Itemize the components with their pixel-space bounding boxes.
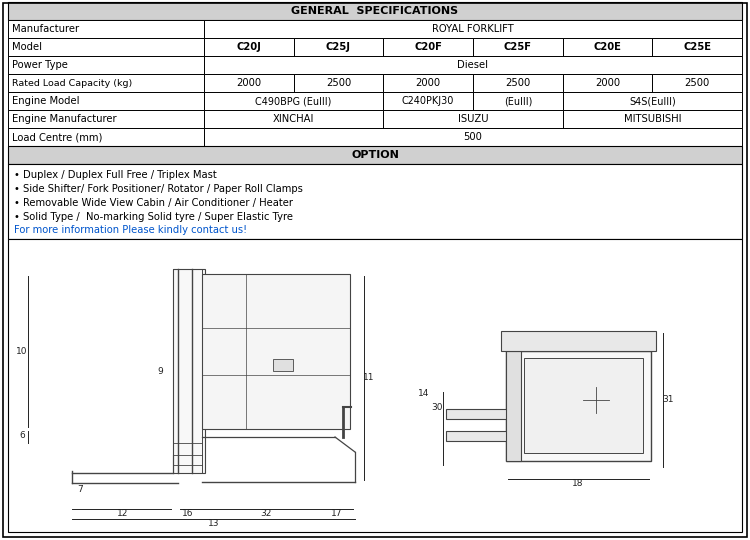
Bar [294, 74, 383, 92]
Bar [8, 164, 742, 239]
Bar [8, 20, 204, 38]
Text: 10: 10 [16, 347, 28, 356]
Text: 500: 500 [464, 132, 482, 142]
Bar [202, 274, 350, 429]
Text: Model: Model [12, 42, 42, 52]
Bar [8, 128, 204, 146]
Bar [204, 20, 742, 38]
Text: MITSUBISHI: MITSUBISHI [623, 114, 681, 124]
Text: • Solid Type /  No-marking Solid tyre / Super Elastic Tyre: • Solid Type / No-marking Solid tyre / S… [14, 212, 293, 222]
Bar [652, 74, 742, 92]
Text: 2500: 2500 [685, 78, 709, 88]
Bar [8, 239, 742, 532]
Bar [446, 409, 514, 419]
Bar [204, 92, 383, 110]
Text: 12: 12 [117, 509, 128, 517]
Bar [524, 357, 643, 453]
Bar [204, 74, 294, 92]
Text: Rated Load Capacity (kg): Rated Load Capacity (kg) [12, 78, 132, 87]
Bar [383, 92, 473, 110]
Bar [473, 92, 562, 110]
Bar [8, 74, 204, 92]
Text: Engine Manufacturer: Engine Manufacturer [12, 114, 117, 124]
Text: ROYAL FORKLIFT: ROYAL FORKLIFT [432, 24, 514, 34]
Text: 7: 7 [77, 484, 82, 494]
Text: 9: 9 [158, 367, 163, 375]
Bar [8, 146, 742, 164]
Text: • Removable Wide View Cabin / Air Conditioner / Heater: • Removable Wide View Cabin / Air Condit… [14, 198, 293, 208]
Text: 32: 32 [260, 509, 272, 517]
Text: 18: 18 [572, 479, 584, 488]
Bar [8, 110, 204, 128]
Text: Diesel: Diesel [458, 60, 488, 70]
Bar [473, 74, 562, 92]
Text: 16: 16 [182, 509, 194, 517]
Bar [204, 110, 383, 128]
Text: Power Type: Power Type [12, 60, 68, 70]
Text: C20E: C20E [593, 42, 622, 52]
Text: S4S(EuIII): S4S(EuIII) [629, 96, 676, 106]
Bar [562, 74, 652, 92]
Bar [204, 128, 742, 146]
Text: Load Centre (mm): Load Centre (mm) [12, 132, 102, 142]
Text: 31: 31 [663, 395, 674, 404]
Text: GENERAL  SPECIFICATIONS: GENERAL SPECIFICATIONS [292, 6, 458, 16]
Text: Manufacturer: Manufacturer [12, 24, 80, 34]
Text: C490BPG (EuIII): C490BPG (EuIII) [256, 96, 332, 106]
Bar [446, 430, 514, 441]
Text: For more information Please kindly contact us!: For more information Please kindly conta… [14, 225, 248, 235]
Bar [562, 92, 742, 110]
Bar [8, 92, 204, 110]
Text: C240PKJ30: C240PKJ30 [402, 96, 454, 106]
Text: OPTION: OPTION [351, 150, 399, 160]
Text: 30: 30 [432, 403, 443, 413]
Text: (EuIII): (EuIII) [504, 96, 532, 106]
Text: 14: 14 [418, 389, 429, 399]
Text: 6: 6 [20, 431, 25, 441]
Bar [506, 350, 520, 461]
Text: ISUZU: ISUZU [458, 114, 488, 124]
Bar [8, 38, 204, 56]
Text: 13: 13 [208, 518, 219, 528]
Bar [562, 38, 652, 56]
Text: XINCHAI: XINCHAI [273, 114, 314, 124]
Text: 17: 17 [331, 509, 342, 517]
Text: 11: 11 [363, 374, 375, 382]
Text: C25F: C25F [504, 42, 532, 52]
Text: 2000: 2000 [236, 78, 262, 88]
Bar [383, 110, 562, 128]
Bar [294, 38, 383, 56]
Text: • Side Shifter/ Fork Positioner/ Rotator / Paper Roll Clamps: • Side Shifter/ Fork Positioner/ Rotator… [14, 184, 303, 194]
Bar [506, 350, 650, 461]
Text: 2000: 2000 [595, 78, 620, 88]
Bar [652, 38, 742, 56]
Text: C25J: C25J [326, 42, 351, 52]
Text: 2500: 2500 [506, 78, 530, 88]
Bar [204, 56, 742, 74]
Bar [8, 2, 742, 20]
Bar [562, 110, 742, 128]
Bar [473, 38, 562, 56]
Bar [173, 269, 205, 473]
Text: C20J: C20J [236, 42, 261, 52]
Bar [383, 74, 473, 92]
Bar [500, 330, 656, 350]
Bar [204, 38, 294, 56]
Bar [274, 359, 293, 372]
Text: 2500: 2500 [326, 78, 351, 88]
Text: Engine Model: Engine Model [12, 96, 80, 106]
Text: C25E: C25E [683, 42, 711, 52]
Bar [383, 38, 473, 56]
Text: C20F: C20F [414, 42, 442, 52]
Text: • Duplex / Duplex Full Free / Triplex Mast: • Duplex / Duplex Full Free / Triplex Ma… [14, 170, 217, 180]
Bar [8, 56, 204, 74]
Text: 2000: 2000 [416, 78, 441, 88]
